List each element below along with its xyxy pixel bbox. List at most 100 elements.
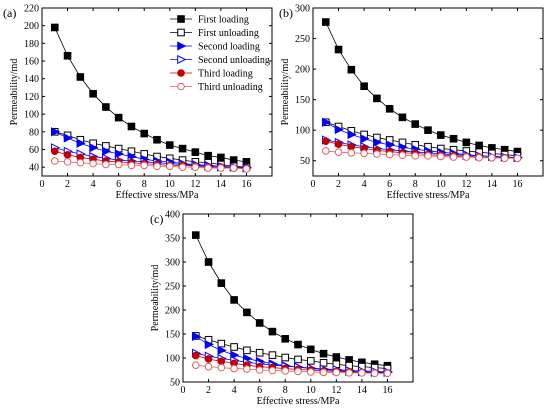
- data-point: [243, 346, 251, 355]
- data-point: [424, 126, 432, 134]
- data-point: [488, 153, 496, 162]
- x-tick-label: 0: [181, 385, 186, 396]
- data-point: [334, 124, 344, 135]
- y-tick-label: 150: [165, 330, 180, 341]
- data-point: [281, 367, 290, 375]
- panel-label: (b): [279, 6, 293, 20]
- series-line: [195, 234, 388, 367]
- data-point: [165, 162, 174, 171]
- data-point: [398, 113, 407, 122]
- data-point: [475, 141, 483, 150]
- data-point: [358, 369, 366, 377]
- data-point: [127, 161, 136, 170]
- y-tick-label: 250: [295, 34, 310, 45]
- x-tick-label: 2: [65, 179, 70, 190]
- data-point: [385, 105, 394, 113]
- x-tick-label: 12: [461, 179, 471, 190]
- x-tick-label: 2: [336, 179, 341, 190]
- data-point: [449, 134, 458, 143]
- plot-frame: [312, 7, 544, 177]
- data-point: [204, 355, 213, 363]
- data-point: [347, 148, 356, 157]
- data-point: [230, 343, 238, 351]
- y-tick-label: 100: [24, 110, 39, 121]
- x-tick-label: 10: [436, 179, 446, 190]
- data-point: [306, 345, 315, 354]
- data-point: [217, 153, 225, 162]
- data-point: [360, 149, 368, 158]
- y-tick-label: 250: [165, 282, 180, 293]
- data-point: [63, 158, 72, 166]
- series-third-unloading: [321, 147, 522, 163]
- data-point: [411, 120, 420, 128]
- data-point: [102, 103, 110, 111]
- data-point: [204, 339, 214, 350]
- series-line: [54, 160, 247, 170]
- data-point: [153, 135, 161, 144]
- data-point: [321, 117, 332, 127]
- data-point: [334, 45, 343, 54]
- data-point: [360, 134, 370, 144]
- x-tick-label: 8: [413, 179, 418, 190]
- data-point: [217, 164, 225, 172]
- x-tick-label: 8: [283, 385, 288, 396]
- data-point: [255, 348, 264, 357]
- data-point: [89, 89, 97, 98]
- data-point: [204, 151, 212, 160]
- data-point: [281, 335, 290, 343]
- data-point: [191, 231, 200, 239]
- y-tick-label: 180: [24, 39, 39, 50]
- y-tick-label: 120: [24, 92, 39, 103]
- x-tick-label: 16: [382, 385, 392, 396]
- data-point: [513, 154, 522, 163]
- data-point: [191, 331, 202, 342]
- y-tick-label: 50: [170, 378, 180, 389]
- x-tick-label: 10: [165, 179, 175, 190]
- series-line: [195, 352, 388, 373]
- x-tick-label: 14: [216, 179, 226, 190]
- data-point: [319, 359, 328, 367]
- data-point: [436, 131, 445, 139]
- series-line: [325, 121, 518, 157]
- y-tick-label: 100: [165, 354, 180, 365]
- data-point: [243, 365, 251, 373]
- x-axis-label: Effective stress/MPa: [116, 190, 199, 201]
- panel-label: (c): [150, 212, 163, 226]
- data-point: [230, 364, 238, 373]
- data-point: [165, 141, 174, 149]
- series-third-unloading: [50, 157, 251, 173]
- y-tick-label: 160: [24, 57, 39, 68]
- data-point: [140, 161, 149, 170]
- data-point: [411, 152, 420, 160]
- data-point: [114, 149, 125, 159]
- data-point: [306, 368, 315, 376]
- data-point: [334, 148, 343, 156]
- x-tick-label: 6: [116, 179, 121, 190]
- data-point: [50, 157, 59, 165]
- data-point: [217, 345, 227, 355]
- data-point: [217, 279, 226, 287]
- legend-marker: [177, 28, 185, 37]
- series-third-unloading: [191, 361, 392, 378]
- legend-label: First loading: [198, 15, 249, 26]
- data-point: [229, 156, 238, 164]
- data-point: [217, 363, 226, 372]
- data-point: [76, 138, 86, 148]
- data-point: [332, 353, 341, 361]
- y-tick-label: 220: [24, 4, 39, 15]
- legend-label: Third unloading: [198, 82, 263, 93]
- plot-frame: [41, 7, 273, 177]
- series-line: [195, 355, 388, 374]
- y-tick-label: 150: [295, 95, 310, 106]
- data-point: [398, 151, 407, 160]
- data-point: [424, 152, 432, 160]
- series-line: [54, 150, 247, 169]
- data-point: [114, 160, 123, 169]
- x-tick-label: 4: [362, 179, 367, 190]
- series-line: [325, 139, 518, 159]
- series-first-loading: [321, 18, 522, 156]
- data-point: [475, 153, 483, 162]
- data-point: [63, 133, 73, 143]
- data-point: [89, 143, 99, 153]
